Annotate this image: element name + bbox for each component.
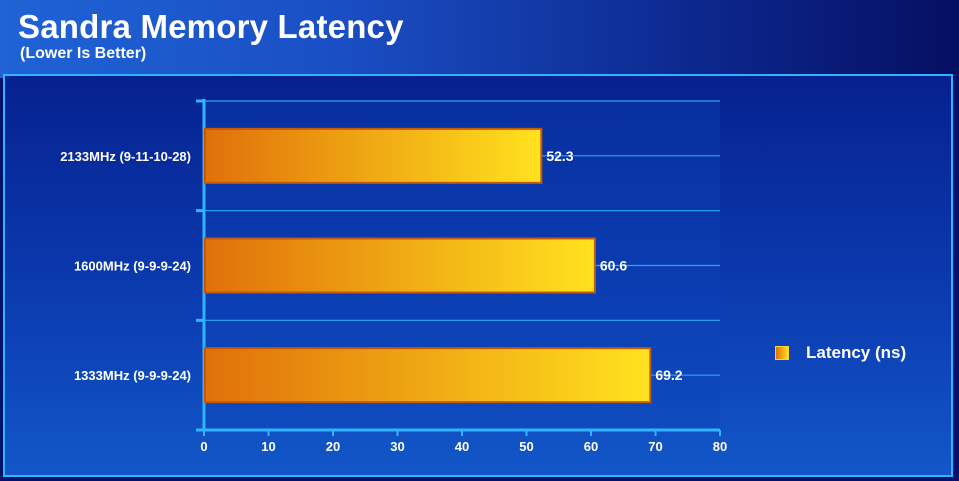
x-tick-label: 10: [261, 439, 275, 454]
chart-subtitle: (Lower Is Better): [20, 45, 147, 62]
chart-panel: 0 10 20 30 40 50 60 70 80 2133MHz (9-11-10-28) 52.…: [3, 74, 953, 477]
x-tick-label: 60: [584, 439, 598, 454]
bar: [204, 127, 543, 184]
x-tick-label: 20: [326, 439, 340, 454]
category-label: 2133MHz (9-11-10-28): [60, 149, 191, 164]
x-tick-label: 50: [519, 439, 533, 454]
category-label: 1600MHz (9-9-9-24): [74, 259, 191, 274]
bar: [204, 347, 652, 404]
category-label: 1333MHz (9-9-9-24): [74, 368, 191, 383]
x-tick-label: 40: [455, 439, 469, 454]
value-label: 52.3: [546, 148, 573, 164]
value-label: 69.2: [655, 367, 682, 383]
legend-label: Latency (ns): [806, 343, 907, 362]
x-tick-label: 30: [390, 439, 404, 454]
bar-chart: 0 10 20 30 40 50 60 70 80 2133MHz (9-11-10-28) 52.…: [60, 99, 727, 454]
chart-header: Sandra Memory Latency (Lower Is Better): [0, 0, 959, 78]
legend: Latency (ns): [775, 342, 906, 364]
x-tick-label: 70: [648, 439, 662, 454]
x-tick-label: 80: [713, 439, 727, 454]
x-tick-label: 0: [200, 439, 207, 454]
value-label: 60.6: [600, 258, 627, 274]
bar: [204, 237, 596, 294]
legend-swatch-icon: [775, 346, 789, 360]
chart-title: Sandra Memory Latency: [18, 8, 404, 45]
